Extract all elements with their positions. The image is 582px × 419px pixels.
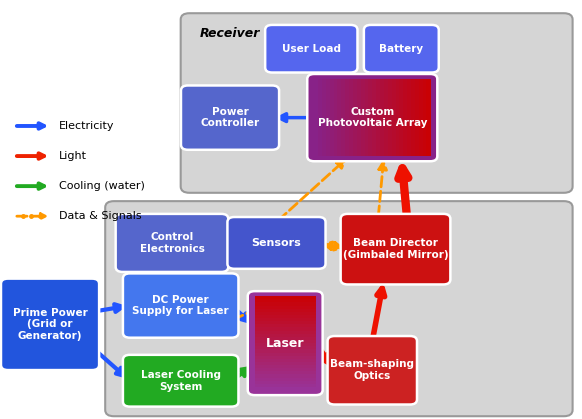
FancyBboxPatch shape [376,79,381,156]
Text: Electricity: Electricity [59,121,114,131]
FancyBboxPatch shape [255,330,315,334]
Text: Battery: Battery [379,44,423,54]
FancyBboxPatch shape [322,79,327,156]
FancyBboxPatch shape [427,79,431,156]
FancyBboxPatch shape [333,79,338,156]
FancyBboxPatch shape [392,79,396,156]
FancyBboxPatch shape [338,79,342,156]
Text: Laser Cooling
System: Laser Cooling System [141,370,221,391]
Text: Transmitter: Transmitter [125,215,206,228]
Text: User Load: User Load [282,44,341,54]
FancyBboxPatch shape [255,352,315,356]
FancyBboxPatch shape [255,346,315,349]
FancyBboxPatch shape [265,25,357,72]
FancyBboxPatch shape [341,79,346,156]
Text: Sensors: Sensors [251,238,301,248]
FancyBboxPatch shape [326,79,331,156]
FancyBboxPatch shape [399,79,404,156]
FancyBboxPatch shape [255,377,315,381]
Text: Laser: Laser [266,336,304,349]
FancyBboxPatch shape [255,355,315,359]
FancyBboxPatch shape [314,79,319,156]
FancyBboxPatch shape [255,349,315,352]
FancyBboxPatch shape [116,214,228,272]
FancyBboxPatch shape [255,339,315,343]
FancyBboxPatch shape [255,383,315,387]
Text: DC Power
Supply for Laser: DC Power Supply for Laser [132,295,229,316]
FancyBboxPatch shape [255,387,315,390]
Text: Receiver: Receiver [200,27,260,40]
FancyBboxPatch shape [255,358,315,362]
FancyBboxPatch shape [368,79,373,156]
Text: Cooling (water): Cooling (water) [59,181,145,191]
Text: Beam-shaping
Optics: Beam-shaping Optics [331,360,414,381]
FancyBboxPatch shape [255,365,315,368]
FancyBboxPatch shape [411,79,416,156]
FancyBboxPatch shape [255,311,315,315]
FancyBboxPatch shape [255,296,315,299]
FancyBboxPatch shape [255,305,315,309]
FancyBboxPatch shape [1,279,99,370]
FancyBboxPatch shape [307,74,437,161]
FancyBboxPatch shape [255,380,315,384]
FancyBboxPatch shape [330,79,334,156]
FancyBboxPatch shape [357,79,361,156]
Text: Data & Signals: Data & Signals [59,211,141,221]
FancyBboxPatch shape [255,336,315,340]
FancyBboxPatch shape [181,85,279,150]
FancyBboxPatch shape [349,79,353,156]
Text: Control
Electronics: Control Electronics [140,232,204,254]
FancyBboxPatch shape [255,343,315,346]
FancyBboxPatch shape [255,334,315,337]
FancyBboxPatch shape [255,321,315,324]
FancyBboxPatch shape [255,371,315,375]
FancyBboxPatch shape [255,368,315,371]
FancyBboxPatch shape [255,318,315,321]
Text: Prime Power
(Grid or
Generator): Prime Power (Grid or Generator) [13,308,87,341]
FancyBboxPatch shape [415,79,419,156]
FancyBboxPatch shape [364,79,369,156]
FancyBboxPatch shape [396,79,400,156]
FancyBboxPatch shape [318,79,322,156]
Text: Light: Light [59,151,87,161]
FancyBboxPatch shape [345,79,350,156]
FancyBboxPatch shape [255,362,315,365]
FancyBboxPatch shape [353,79,357,156]
FancyBboxPatch shape [123,355,239,406]
FancyBboxPatch shape [372,79,377,156]
FancyBboxPatch shape [255,308,315,312]
Text: Power
Controller: Power Controller [200,107,260,129]
FancyBboxPatch shape [255,299,315,303]
FancyBboxPatch shape [255,327,315,331]
FancyBboxPatch shape [255,324,315,328]
Text: Custom
Photovoltaic Array: Custom Photovoltaic Array [318,107,427,129]
FancyBboxPatch shape [180,13,573,193]
FancyBboxPatch shape [255,315,315,318]
FancyBboxPatch shape [418,79,423,156]
FancyBboxPatch shape [255,302,315,305]
FancyBboxPatch shape [228,217,325,269]
FancyBboxPatch shape [403,79,408,156]
FancyBboxPatch shape [423,79,427,156]
FancyBboxPatch shape [384,79,388,156]
FancyBboxPatch shape [123,273,239,338]
FancyBboxPatch shape [380,79,385,156]
FancyBboxPatch shape [364,25,439,72]
FancyBboxPatch shape [361,79,365,156]
FancyBboxPatch shape [407,79,411,156]
FancyBboxPatch shape [340,214,450,285]
FancyBboxPatch shape [105,201,573,416]
Text: Beam Director
(Gimbaled Mirror): Beam Director (Gimbaled Mirror) [343,238,448,260]
FancyBboxPatch shape [328,336,417,404]
FancyBboxPatch shape [248,291,322,395]
FancyBboxPatch shape [255,374,315,378]
FancyBboxPatch shape [388,79,392,156]
